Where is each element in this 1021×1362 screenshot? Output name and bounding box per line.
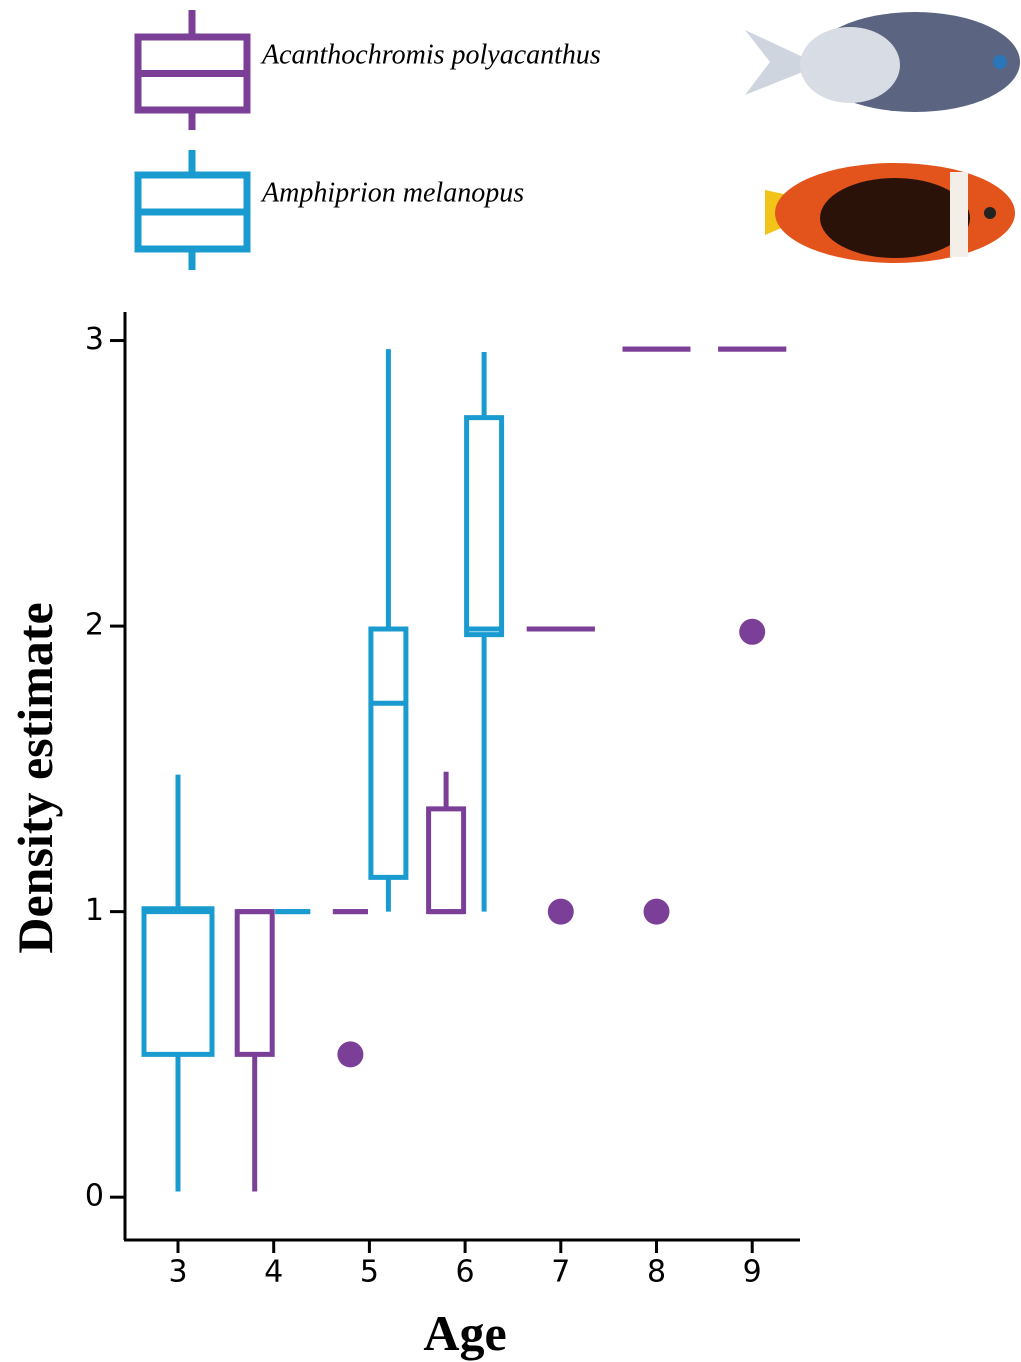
y-tick-label: 3 <box>85 322 104 357</box>
x-tick-label: 6 <box>456 1255 475 1290</box>
box <box>429 809 464 912</box>
legend-swatch <box>138 150 247 270</box>
x-tick-label: 7 <box>551 1255 570 1290</box>
box <box>371 629 406 877</box>
y-tick-label: 0 <box>85 1179 104 1214</box>
x-tick-label: 4 <box>264 1255 283 1290</box>
legend-label: Amphiprion melanopus <box>260 177 524 208</box>
fish-illustration <box>745 12 1020 112</box>
box <box>144 909 212 1055</box>
chart: Age Density estimate 0 1 2 3 3 4 5 6 7 8 9 Acanthoc… <box>0 0 1021 1362</box>
box <box>237 912 272 1055</box>
y-tick-label: 1 <box>85 893 104 928</box>
legend-swatch <box>138 10 247 130</box>
outlier <box>644 899 670 925</box>
outlier <box>337 1041 363 1067</box>
fish-illustration <box>765 163 1015 263</box>
outlier <box>548 899 574 925</box>
legend-label: Acanthochromis polyacanthus <box>260 39 601 70</box>
y-axis-label: Density estimate <box>7 602 63 953</box>
x-tick-label: 8 <box>647 1255 666 1290</box>
y-tick-label: 2 <box>85 608 104 643</box>
x-tick-label: 9 <box>743 1255 762 1290</box>
box <box>467 418 502 635</box>
x-tick-label: 3 <box>168 1255 187 1290</box>
x-axis-label: Age <box>423 1305 506 1361</box>
x-tick-label: 5 <box>360 1255 379 1290</box>
outlier <box>739 619 765 645</box>
